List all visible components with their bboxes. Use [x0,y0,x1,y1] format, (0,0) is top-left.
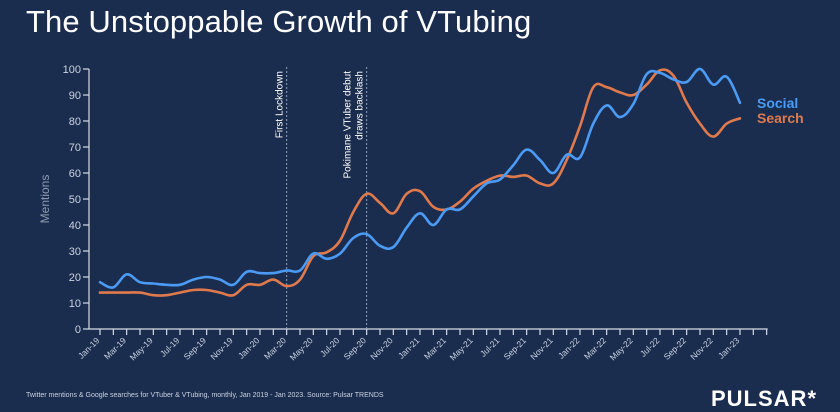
x-tick-label: Jan-23 [716,335,742,361]
x-tick-label: Sep-20 [342,335,369,362]
x-tick-label: Sep-22 [662,335,689,362]
annotation-label: Pokimane VTuber debut [343,71,354,179]
x-tick-label: Jan-21 [396,335,422,361]
y-tick-label: 100 [63,64,81,76]
series-line-search [98,68,742,297]
x-tick-label: Jul-19 [158,335,182,359]
legend-search: Search [757,110,804,126]
y-tick-label: 60 [69,168,81,180]
y-tick-label: 0 [75,324,81,336]
brand-logo: PULSAR* [711,386,818,411]
x-tick-label: May-19 [128,335,155,362]
x-tick-label: Jul-21 [478,335,502,359]
x-tick-label: Sep-19 [182,335,209,362]
series-line-social [98,67,742,289]
series-lines [98,67,742,297]
x-tick-label: May-20 [288,335,315,362]
y-tick-label: 50 [69,194,81,206]
y-axis: 0 10 20 30 40 50 60 70 80 90 100 [63,64,90,336]
x-tick-label: May-22 [608,335,635,362]
y-tick-label: 20 [69,272,81,284]
x-tick-label: Jul-22 [638,335,662,359]
x-tick-label: Jan-19 [76,335,102,361]
y-tick-label: 90 [69,90,81,102]
x-tick-label: Mar-20 [262,335,288,361]
x-tick-label: Mar-21 [422,335,448,361]
y-tick-label: 40 [69,220,81,232]
x-tick-label: Sep-21 [502,335,529,362]
x-tick-label: Nov-21 [528,335,555,362]
y-tick-label: 10 [69,298,81,310]
x-tick-label: Jul-20 [318,335,342,359]
x-tick-label: Nov-20 [368,335,395,362]
y-tick-label: 80 [69,116,81,128]
annotation-label: draws backlash [355,71,366,140]
line-chart: 0 10 20 30 40 50 60 70 80 90 100 Jan-19 Mar-19 May-1… [38,64,804,362]
x-tick-label: Nov-19 [208,335,235,362]
y-tick-label: 70 [69,142,81,154]
x-tick-label: Mar-19 [102,335,128,361]
annotations: First Lockdown Pokimane VTuber debut draws… [275,67,368,329]
chart-title: The Unstoppable Growth of VTubing [26,4,532,39]
x-tick-label: May-21 [448,335,475,362]
x-axis: Jan-19 Mar-19 May-19 Jul-19 Sep-19 Nov-19 Jan-… [76,328,768,362]
x-tick-label: Jan-20 [236,335,262,361]
annotation-label: First Lockdown [275,71,286,138]
x-tick-label: Jan-22 [556,335,582,361]
y-tick-label: 30 [69,246,81,258]
x-tick-label: Nov-22 [688,335,715,362]
legend-social: Social [757,95,798,111]
x-tick-label: Mar-22 [582,335,608,361]
y-axis-label: Mentions [38,175,52,224]
footnote: Twitter mentions & Google searches for V… [26,392,384,399]
